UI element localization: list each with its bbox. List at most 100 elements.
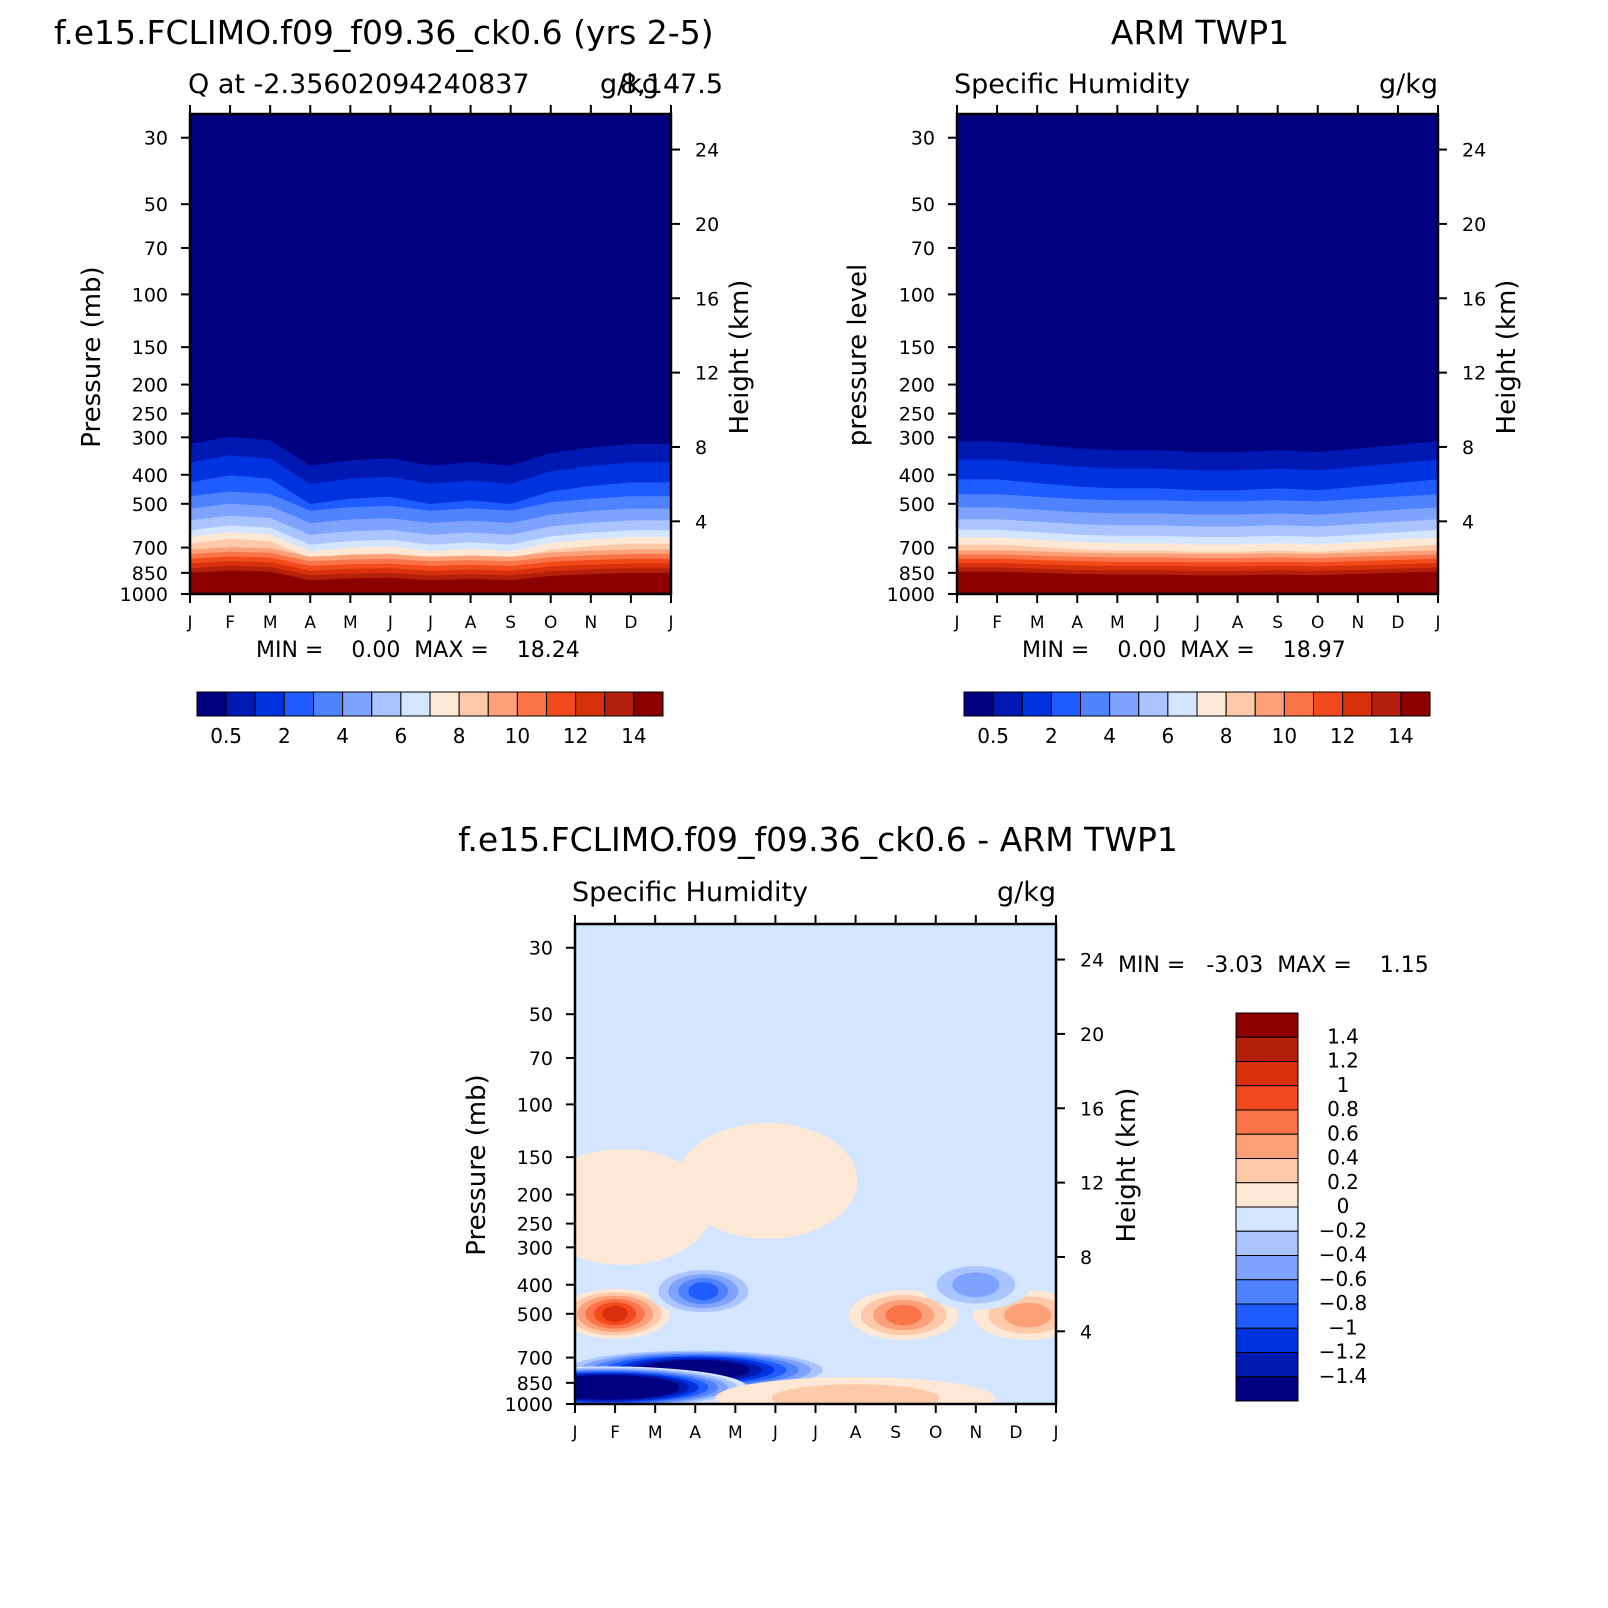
x-tick-label: J bbox=[186, 613, 192, 633]
x-tick-label: S bbox=[890, 1423, 901, 1443]
colorbar-label: −0.8 bbox=[1319, 1291, 1368, 1315]
y-tick-label: 850 bbox=[899, 563, 935, 585]
x-tick-label: A bbox=[1232, 613, 1244, 633]
y-tick-label: 100 bbox=[517, 1094, 553, 1116]
y-tick-label: 700 bbox=[517, 1348, 553, 1370]
panel2-stats: MIN = 0.00 MAX = 18.97 bbox=[1022, 638, 1346, 663]
colorbar-label: 0.8 bbox=[1327, 1097, 1359, 1121]
x-tick-label: S bbox=[505, 613, 516, 633]
colorbar-box bbox=[633, 691, 664, 717]
y-tick-label: 400 bbox=[517, 1275, 553, 1297]
colorbar-label: 6 bbox=[1162, 724, 1175, 748]
y-tick-label: 70 bbox=[144, 238, 168, 260]
x-tick-label: J bbox=[953, 613, 959, 633]
x-tick-label: J bbox=[427, 613, 433, 633]
x-tick-label: F bbox=[610, 1423, 620, 1443]
diff-contour-level bbox=[885, 1304, 922, 1326]
panel2-ylabel: pressure level bbox=[843, 264, 873, 446]
x-tick-label: D bbox=[1391, 613, 1404, 633]
colorbar-box bbox=[1235, 1376, 1299, 1402]
x-tick-label: J bbox=[571, 1423, 577, 1443]
colorbar-box bbox=[1050, 691, 1081, 717]
y-tick-label-right: 16 bbox=[695, 288, 719, 310]
y-tick-label: 50 bbox=[529, 1004, 553, 1026]
y-tick-label-right: 8 bbox=[695, 437, 707, 459]
colorbar-label: 0.5 bbox=[210, 724, 242, 748]
colorbar-box bbox=[1080, 691, 1111, 717]
colorbar-box bbox=[1235, 1158, 1299, 1184]
colorbar-label: 0.2 bbox=[1327, 1170, 1359, 1194]
panel2-colorbar: 0.5 2 4 6 8 10 12 14 bbox=[963, 691, 1431, 748]
panel3-stats: MIN = -3.03 MAX = 1.15 bbox=[1118, 953, 1429, 978]
x-tick-label: S bbox=[1272, 613, 1283, 633]
panel3-subtitle: Specific Humidity bbox=[572, 877, 808, 908]
y-tick-label-right: 16 bbox=[1462, 288, 1486, 310]
x-tick-label: A bbox=[465, 613, 477, 633]
panel3-colorbar: 1.41.210.80.60.40.20−0.2−0.4−0.6−0.8−1−1… bbox=[1235, 1012, 1368, 1402]
y-tick-label: 300 bbox=[899, 427, 935, 449]
y-tick-label-right: 20 bbox=[1462, 214, 1486, 236]
y-tick-label: 100 bbox=[899, 284, 935, 306]
y-tick-label: 1000 bbox=[120, 584, 168, 606]
diff-contours bbox=[575, 1122, 1056, 1404]
panel1-title: f.e15.FCLIMO.f09_f09.36_ck0.6 (yrs 2-5) bbox=[54, 13, 714, 52]
colorbar-label: 8 bbox=[453, 724, 466, 748]
colorbar-box bbox=[283, 691, 314, 717]
y-tick-label: 150 bbox=[517, 1147, 553, 1169]
y-tick-label: 850 bbox=[517, 1373, 553, 1395]
panel2-units: g/kg bbox=[1379, 69, 1438, 100]
colorbar-box bbox=[342, 691, 373, 717]
y-tick-label: 250 bbox=[517, 1214, 553, 1236]
x-tick-label: M bbox=[263, 613, 278, 633]
x-tick-label: O bbox=[1311, 613, 1324, 633]
colorbar-box bbox=[1235, 1255, 1299, 1281]
panel2-plot-area bbox=[957, 114, 1438, 594]
y-tick-label: 50 bbox=[911, 194, 935, 216]
colorbar-box bbox=[1235, 1303, 1299, 1329]
y-tick-label-right: 24 bbox=[1462, 140, 1486, 162]
colorbar-label: 1.2 bbox=[1327, 1049, 1359, 1073]
colorbar-box bbox=[992, 691, 1023, 717]
colorbar-label: 0.6 bbox=[1327, 1121, 1359, 1145]
y-tick-label-right: 12 bbox=[695, 363, 719, 385]
y-tick-label: 100 bbox=[132, 284, 168, 306]
y-tick-label: 1000 bbox=[887, 584, 935, 606]
colorbar-box bbox=[196, 691, 227, 717]
y-tick-label: 850 bbox=[132, 563, 168, 585]
colorbar-label: 0.4 bbox=[1327, 1146, 1359, 1170]
colorbar-box bbox=[1342, 691, 1373, 717]
colorbar-box bbox=[516, 691, 547, 717]
colorbar-box bbox=[604, 691, 635, 717]
colorbar-box bbox=[1021, 691, 1052, 717]
colorbar-box bbox=[1235, 1327, 1299, 1353]
y-tick-label: 300 bbox=[132, 427, 168, 449]
y-tick-label-right: 8 bbox=[1462, 437, 1474, 459]
colorbar-box bbox=[1235, 1133, 1299, 1159]
y-tick-label-right: 4 bbox=[695, 511, 707, 533]
colorbar-label: 10 bbox=[505, 724, 530, 748]
y-tick-label-right: 20 bbox=[1080, 1024, 1104, 1046]
x-tick-label: D bbox=[1009, 1423, 1022, 1443]
q-band-14 bbox=[190, 570, 671, 594]
colorbar-box bbox=[1235, 1109, 1299, 1135]
colorbar-label: 1.4 bbox=[1327, 1024, 1359, 1048]
panel1-ylabel-right: Height (km) bbox=[725, 280, 755, 435]
colorbar-label: −0.4 bbox=[1319, 1243, 1368, 1267]
x-tick-label: J bbox=[1052, 1423, 1058, 1443]
panel3-units: g/kg bbox=[997, 877, 1056, 908]
y-tick-label: 250 bbox=[132, 404, 168, 426]
x-tick-label: M bbox=[1030, 613, 1045, 633]
x-tick-label: J bbox=[772, 1423, 778, 1443]
panel1-stats: MIN = 0.00 MAX = 18.24 bbox=[256, 638, 580, 663]
colorbar-box bbox=[1371, 691, 1402, 717]
colorbar-box bbox=[1235, 1036, 1299, 1062]
colorbar-label: 14 bbox=[621, 724, 646, 748]
diff-contour-level bbox=[575, 1148, 714, 1265]
colorbar-label: 14 bbox=[1388, 724, 1413, 748]
diff-contour-level bbox=[592, 1382, 622, 1393]
y-tick-label-right: 12 bbox=[1080, 1173, 1104, 1195]
colorbar-box bbox=[1235, 1085, 1299, 1111]
y-tick-label-right: 12 bbox=[1462, 363, 1486, 385]
